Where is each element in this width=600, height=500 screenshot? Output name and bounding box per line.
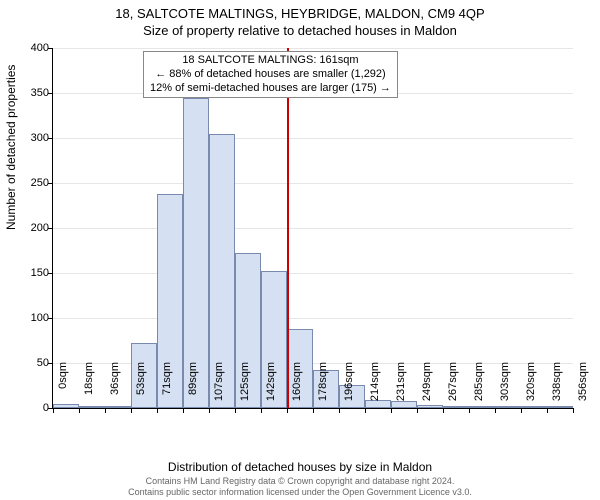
x-axis-label: Distribution of detached houses by size … [0,460,600,474]
xtick-label: 338sqm [551,362,563,412]
ytick-label: 350 [19,87,49,99]
xtick-label: 214sqm [369,362,381,412]
gridline [53,138,573,139]
gridline [53,318,573,319]
xtick-label: 178sqm [317,362,329,412]
xtick-mark [339,408,340,413]
xtick-label: 196sqm [343,362,355,412]
ytick-label: 400 [19,42,49,54]
xtick-mark [521,408,522,413]
ytick-label: 250 [19,177,49,189]
ytick-label: 100 [19,312,49,324]
xtick-label: 320sqm [525,362,537,412]
xtick-label: 303sqm [499,362,511,412]
xtick-label: 107sqm [213,362,225,412]
xtick-label: 231sqm [395,362,407,412]
chart-container: 18, SALTCOTE MALTINGS, HEYBRIDGE, MALDON… [0,0,600,500]
xtick-label: 53sqm [135,362,147,412]
xtick-label: 125sqm [239,362,251,412]
xtick-mark [365,408,366,413]
xtick-label: 71sqm [161,362,173,412]
xtick-mark [313,408,314,413]
xtick-label: 18sqm [83,362,95,412]
xtick-label: 356sqm [577,362,589,412]
y-axis-label: Number of detached properties [4,65,18,230]
xtick-mark [209,408,210,413]
xtick-mark [183,408,184,413]
plot: 0501001502002503003504000sqm18sqm36sqm53… [52,48,573,409]
ytick-label: 200 [19,222,49,234]
xtick-label: 36sqm [109,362,121,412]
xtick-mark [443,408,444,413]
title-main: 18, SALTCOTE MALTINGS, HEYBRIDGE, MALDON… [0,0,600,21]
annotation-line: 18 SALTCOTE MALTINGS: 161sqm [150,54,391,68]
xtick-label: 285sqm [473,362,485,412]
annotation-line: 12% of semi-detached houses are larger (… [150,82,391,96]
xtick-mark [547,408,548,413]
xtick-label: 0sqm [57,362,69,412]
footnote: Contains HM Land Registry data © Crown c… [0,476,600,498]
reference-line [287,48,289,408]
xtick-mark [131,408,132,413]
title-sub: Size of property relative to detached ho… [0,21,600,38]
xtick-mark [573,408,574,413]
gridline [53,273,573,274]
footnote-line1: Contains HM Land Registry data © Crown c… [0,476,600,487]
xtick-mark [417,408,418,413]
xtick-label: 89sqm [187,362,199,412]
chart-area: 0501001502002503003504000sqm18sqm36sqm53… [52,48,572,408]
ytick-label: 0 [19,402,49,414]
xtick-label: 142sqm [265,362,277,412]
footnote-line2: Contains public sector information licen… [0,487,600,498]
xtick-mark [469,408,470,413]
xtick-label: 160sqm [291,362,303,412]
xtick-mark [105,408,106,413]
ytick-label: 300 [19,132,49,144]
xtick-mark [53,408,54,413]
gridline [53,48,573,49]
xtick-mark [495,408,496,413]
xtick-mark [261,408,262,413]
xtick-mark [287,408,288,413]
ytick-label: 150 [19,267,49,279]
xtick-mark [157,408,158,413]
xtick-label: 267sqm [447,362,459,412]
xtick-label: 249sqm [421,362,433,412]
xtick-mark [391,408,392,413]
annotation-line: ← 88% of detached houses are smaller (1,… [150,68,391,82]
gridline [53,228,573,229]
annotation-box: 18 SALTCOTE MALTINGS: 161sqm← 88% of det… [143,51,398,98]
gridline [53,183,573,184]
ytick-label: 50 [19,357,49,369]
xtick-mark [235,408,236,413]
xtick-mark [79,408,80,413]
